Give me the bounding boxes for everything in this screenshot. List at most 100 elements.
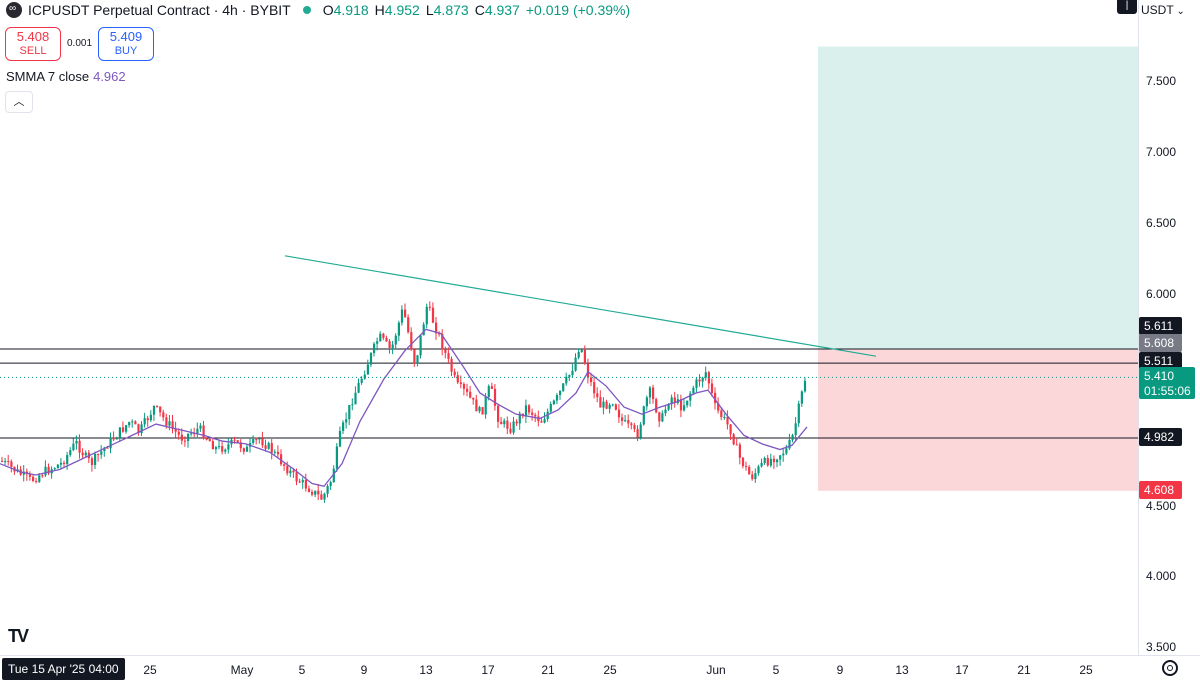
candle-body [394,335,397,345]
candle-body [351,404,354,406]
candle-body [413,349,416,364]
candle-body [273,451,276,453]
candle-body [537,416,540,422]
candle-body [354,392,357,405]
symbol-title[interactable]: ICPUSDT Perpetual Contract · 4h · BYBIT [28,2,291,18]
candle-body [493,388,497,406]
candle-body [518,413,521,424]
candle-body [524,405,528,417]
trend-line[interactable] [284,255,877,357]
price-label: 6.500 [1146,216,1177,230]
candle-body [183,440,187,442]
tradingview-logo-icon[interactable]: TV [8,626,29,646]
candle-body [128,422,131,426]
candle-body [53,468,56,470]
candle-body [720,410,723,418]
icp-logo-icon [6,2,22,18]
candle-body [695,379,698,388]
candle-body [466,388,469,392]
candle-body [714,392,717,404]
candle-body [772,458,776,463]
level-tag-upper[interactable]: 5.611 [1139,317,1182,335]
candle-body [782,453,785,456]
entry-price-tag[interactable]: 5.608 [1139,334,1182,352]
candle-body [658,412,661,422]
candle-body [345,419,348,423]
candle-body [741,457,745,467]
chart-legend: ICPUSDT Perpetual Contract · 4h · BYBIT … [6,2,632,18]
smma-legend[interactable]: SMMA 7 close 4.962 [6,69,126,84]
level-tag-resistance[interactable]: 5.511 [1139,352,1182,370]
candle-body [335,446,338,469]
candle-body [552,400,555,405]
candle-body [69,450,72,456]
time-label: 25 [1079,663,1093,677]
candle-body [540,421,543,423]
sell-button[interactable]: 5.408 SELL [5,27,61,61]
candle-body [106,447,109,449]
candle-body [729,424,732,435]
candle-body [469,391,472,398]
candle-body [617,409,621,418]
candle-body [803,380,807,392]
candle-body [143,418,146,425]
candle-body [211,441,214,450]
settings-icon[interactable] [1162,660,1178,676]
candle-body [137,424,140,434]
currency-selector[interactable]: USDT [1141,3,1185,17]
candle-body [78,440,81,453]
time-axis[interactable] [0,655,1200,682]
current-price-tag: 5.410 01:55:06 [1139,367,1195,399]
candle-body [428,306,431,308]
crosshair-time-label: Tue 15 Apr '25 04:00 [2,658,125,680]
support-tag[interactable]: 4.982 [1139,428,1182,446]
scroll-to-latest-icon[interactable]: | [1117,0,1137,14]
long-position-zones[interactable] [818,46,1138,491]
candle-body [317,490,320,495]
candle-body [568,375,571,377]
candle-body [503,420,506,425]
time-label: 5 [298,663,306,677]
collapse-legend-button[interactable]: ︿ [5,91,33,113]
candle-body [134,421,137,425]
candle-body [283,464,286,466]
candle-body [751,474,754,480]
candle-body [146,418,149,421]
candle-body [84,452,87,456]
candle-body [484,397,487,415]
horizontal-lines[interactable] [0,348,1138,439]
candle-body [462,383,466,389]
candle-body [565,376,568,384]
time-label: 25 [603,663,617,677]
time-label: 21 [541,663,555,677]
candle-body [779,455,782,460]
candle-body [769,458,772,466]
candle-body [376,341,379,344]
candle-body [450,358,453,372]
candle-body [490,386,493,389]
candle-body [571,370,574,376]
smma-line [0,328,808,488]
candle-body [679,399,683,411]
candle-body [543,419,546,423]
stop-loss-tag[interactable]: 4.608 [1139,481,1182,499]
candle-body [512,421,515,433]
candle-body [664,409,667,414]
buy-button[interactable]: 5.409 BUY [98,27,154,61]
candle-body [258,438,261,440]
candle-body [590,377,593,383]
candle-body [63,462,66,464]
candle-body [583,349,586,364]
candle-body [431,307,435,323]
buy-price: 5.409 [109,29,143,44]
ohlc-change: +0.019 (+0.39%) [525,2,631,18]
candle-body [388,341,391,348]
candle-body [208,439,211,442]
candle-body [94,454,97,465]
candle-body [447,352,450,359]
candlesticks [1,301,807,503]
candle-body [311,491,314,495]
candle-body [205,438,208,440]
candle-body [28,474,32,477]
